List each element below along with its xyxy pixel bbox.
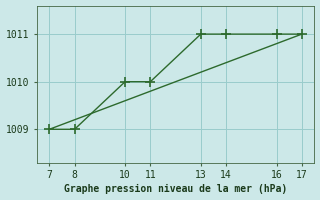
X-axis label: Graphe pression niveau de la mer (hPa): Graphe pression niveau de la mer (hPa) bbox=[64, 184, 287, 194]
